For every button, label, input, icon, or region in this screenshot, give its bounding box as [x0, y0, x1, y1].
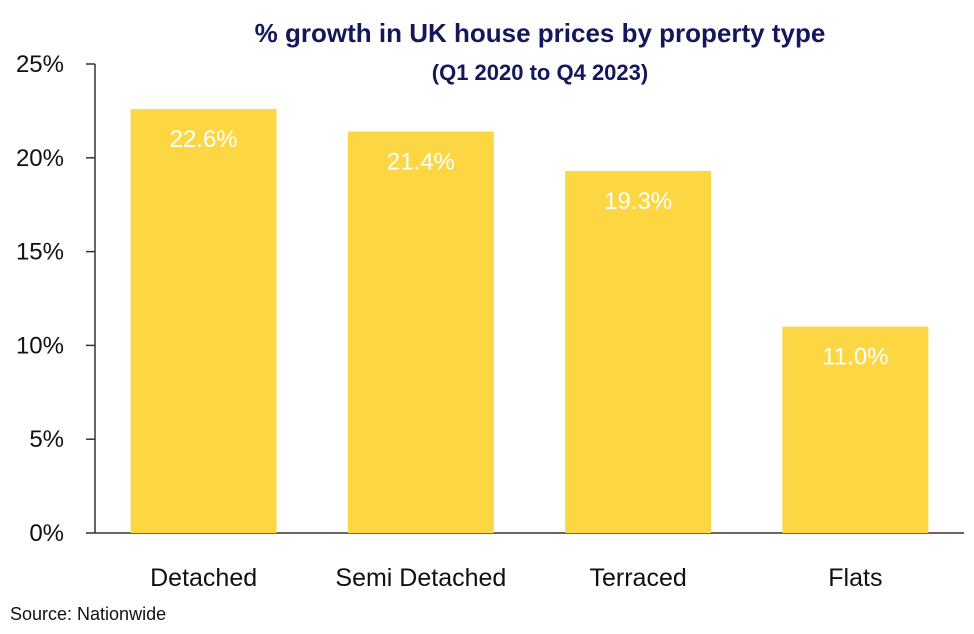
y-tick-label: 10% — [16, 332, 64, 359]
y-tick-label: 5% — [29, 426, 64, 453]
bar — [782, 326, 929, 533]
x-tick-label: Semi Detached — [335, 564, 506, 592]
chart-subtitle: (Q1 2020 to Q4 2023) — [431, 60, 649, 85]
bar — [130, 109, 277, 534]
bar-chart: 0% 5% 10% 15% 20% 25% 22.6% Detached 21.4% Semi D… — [16, 51, 964, 592]
data-label: 21.4% — [387, 149, 455, 176]
y-tick-label: 20% — [16, 145, 64, 172]
y-tick-label: 25% — [16, 51, 64, 78]
data-label: 19.3% — [604, 188, 672, 215]
bar — [347, 131, 494, 533]
data-label: 22.6% — [170, 126, 238, 153]
x-tick-label: Terraced — [589, 564, 686, 592]
x-tick-label: Detached — [150, 564, 257, 592]
data-label: 11.0% — [822, 344, 888, 371]
x-tick-label: Flats — [828, 564, 882, 592]
source-note: Source: Nationwide — [10, 604, 167, 624]
chart-title: % growth in UK house prices by property … — [254, 18, 826, 48]
bar — [565, 170, 712, 533]
y-tick-label: 15% — [16, 239, 64, 266]
y-tick-label: 0% — [29, 520, 64, 547]
